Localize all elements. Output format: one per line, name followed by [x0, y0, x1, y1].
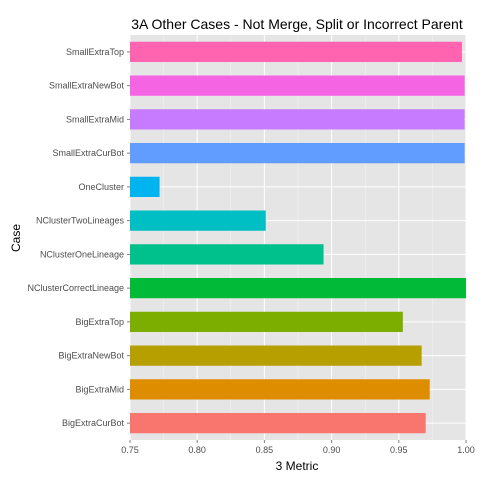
- bar: [130, 143, 465, 163]
- bar: [130, 211, 266, 231]
- bar: [130, 312, 403, 332]
- bar: [130, 346, 422, 366]
- x-tick-label: 0.85: [256, 445, 274, 455]
- chart-title: 3A Other Cases - Not Merge, Split or Inc…: [131, 16, 463, 32]
- x-tick-label: 0.80: [188, 445, 206, 455]
- y-tick-label: SmallExtraTop: [66, 47, 124, 57]
- y-tick-label: NClusterTwoLineages: [36, 216, 125, 226]
- bar: [130, 379, 430, 399]
- bar: [130, 244, 324, 264]
- bar: [130, 42, 462, 62]
- y-tick-label: OneCluster: [78, 182, 124, 192]
- y-tick-label: NClusterCorrectLineage: [27, 283, 124, 293]
- bar: [130, 177, 160, 197]
- y-tick-label: SmallExtraCurBot: [52, 148, 124, 158]
- x-axis-title: 3 Metric: [276, 459, 319, 473]
- x-tick-label: 1.00: [457, 445, 475, 455]
- bar: [130, 76, 465, 96]
- x-tick-label: 0.90: [323, 445, 341, 455]
- y-tick-label: SmallExtraNewBot: [49, 81, 125, 91]
- y-axis-title: Case: [9, 224, 23, 252]
- y-tick-label: SmallExtraMid: [66, 114, 124, 124]
- x-tick-label: 0.95: [390, 445, 408, 455]
- y-tick-label: NClusterOneLineage: [40, 249, 124, 259]
- x-tick-label: 0.75: [121, 445, 139, 455]
- bar: [130, 278, 466, 298]
- y-tick-label: BigExtraNewBot: [58, 351, 124, 361]
- bar: [130, 109, 465, 129]
- y-tick-label: BigExtraMid: [75, 384, 124, 394]
- bar: [130, 413, 426, 433]
- y-tick-label: BigExtraTop: [75, 317, 124, 327]
- y-tick-label: BigExtraCurBot: [62, 418, 125, 428]
